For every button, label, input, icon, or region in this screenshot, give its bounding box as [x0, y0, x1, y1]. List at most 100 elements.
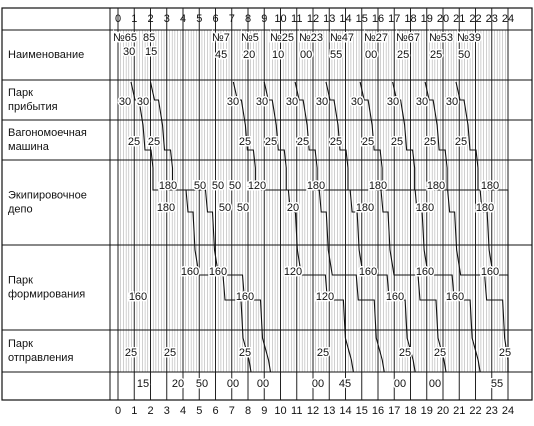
- hour-label-bottom: 8: [245, 405, 251, 417]
- hour-label-top: 9: [261, 13, 267, 25]
- formation-duration: 160: [386, 291, 404, 303]
- arrival-duration: 30: [137, 96, 149, 108]
- hour-label-bottom: 5: [196, 405, 202, 417]
- hour-label-top: 21: [453, 13, 465, 25]
- train-minutes: 55: [330, 49, 342, 61]
- departure-minutes: 55: [491, 378, 503, 390]
- arrival-duration: 30: [316, 96, 328, 108]
- row-label: отправления: [8, 352, 73, 364]
- operation-line: [263, 81, 385, 373]
- hour-label-top: 23: [486, 13, 498, 25]
- row-label: Экипировочное: [8, 189, 87, 201]
- arrival-duration: 30: [387, 96, 399, 108]
- depot-duration: 50: [237, 202, 249, 214]
- washing-duration: 25: [391, 136, 403, 148]
- hour-label-top: 14: [339, 13, 351, 25]
- hour-label-top: 1: [131, 13, 137, 25]
- hour-label-bottom: 3: [164, 405, 170, 417]
- depot-duration: 50: [212, 180, 224, 192]
- train-minutes: 00: [365, 49, 377, 61]
- formation-duration: 160: [181, 266, 199, 278]
- formation-duration: 160: [359, 266, 377, 278]
- washing-duration: 25: [239, 136, 251, 148]
- departure-minutes: 00: [394, 378, 406, 390]
- train-number: №53: [429, 32, 453, 44]
- hour-label-top: 10: [274, 13, 286, 25]
- operation-line: [392, 81, 509, 372]
- train-minutes: 20: [243, 49, 255, 61]
- train-number: №65: [113, 32, 137, 44]
- train-minutes: 50: [458, 49, 470, 61]
- hour-label-top: 8: [245, 13, 251, 25]
- formation-duration: 160: [416, 266, 434, 278]
- row-label: депо: [8, 203, 33, 215]
- train-number: №5: [241, 32, 259, 44]
- hour-label-top: 20: [437, 13, 449, 25]
- departure-minutes: 15: [137, 378, 149, 390]
- hour-label-top: 6: [212, 13, 218, 25]
- arrival-duration: 30: [119, 96, 131, 108]
- departure-duration: 25: [499, 347, 511, 359]
- departure-duration: 25: [399, 347, 411, 359]
- hour-label-top: 17: [388, 13, 400, 25]
- hour-label-bottom: 23: [486, 405, 498, 417]
- train-minutes: 15: [145, 46, 157, 58]
- hour-label-top: 18: [404, 13, 416, 25]
- train-number: №67: [396, 32, 420, 44]
- depot-duration: 180: [481, 180, 499, 192]
- depot-duration: 180: [307, 180, 325, 192]
- departure-minutes: 45: [339, 378, 351, 390]
- operation-line: [232, 81, 354, 373]
- operation-line: [130, 81, 252, 373]
- arrival-duration: 30: [286, 96, 298, 108]
- train-number: №25: [270, 32, 294, 44]
- washing-duration: 25: [362, 136, 374, 148]
- depot-duration: 180: [369, 180, 387, 192]
- hour-label-top: 24: [502, 13, 514, 25]
- arrival-duration: 30: [351, 96, 363, 108]
- row-label: Наименование: [8, 49, 84, 61]
- row-label: формирования: [8, 288, 85, 300]
- train-minutes: 25: [430, 49, 442, 61]
- depot-duration: 50: [229, 180, 241, 192]
- operation-line: [455, 81, 509, 372]
- washing-duration: 25: [424, 136, 436, 148]
- formation-duration: 160: [209, 266, 227, 278]
- row-label: Парк: [8, 338, 33, 350]
- row-label: Вагономоечная: [8, 127, 87, 139]
- operation-line: [149, 81, 272, 373]
- hour-label-bottom: 2: [147, 405, 153, 417]
- depot-duration: 180: [476, 202, 494, 214]
- train-number: №27: [364, 32, 388, 44]
- hour-label-top: 19: [421, 13, 433, 25]
- hour-label-bottom: 22: [469, 405, 481, 417]
- hour-label-top: 0: [115, 13, 121, 25]
- formation-duration: 160: [236, 291, 254, 303]
- departure-minutes: 00: [227, 378, 239, 390]
- hour-label-top: 3: [164, 13, 170, 25]
- formation-duration: 160: [481, 266, 499, 278]
- train-minutes: 10: [272, 49, 284, 61]
- formation-duration: 120: [284, 266, 302, 278]
- arrival-duration: 30: [227, 96, 239, 108]
- train-number: №23: [299, 32, 323, 44]
- hour-label-bottom: 11: [291, 405, 302, 417]
- hour-label-bottom: 15: [356, 405, 368, 417]
- hour-label-top: 12: [307, 13, 319, 25]
- washing-duration: 25: [455, 136, 467, 148]
- washing-duration: 25: [330, 136, 342, 148]
- hour-label-top: 4: [180, 13, 186, 25]
- washing-duration: 25: [128, 136, 140, 148]
- hour-label-top: 5: [196, 13, 202, 25]
- depot-duration: 180: [159, 180, 177, 192]
- hour-label-bottom: 17: [388, 405, 400, 417]
- hour-label-top: 11: [291, 13, 302, 25]
- departure-duration: 25: [239, 347, 251, 359]
- operation-line: [325, 81, 447, 373]
- hour-label-bottom: 18: [404, 405, 416, 417]
- row-label: Парк: [8, 87, 33, 99]
- row-label: прибытия: [8, 101, 58, 113]
- departure-minutes: 00: [429, 378, 441, 390]
- depot-duration: 180: [157, 202, 175, 214]
- hour-label-bottom: 4: [180, 405, 186, 417]
